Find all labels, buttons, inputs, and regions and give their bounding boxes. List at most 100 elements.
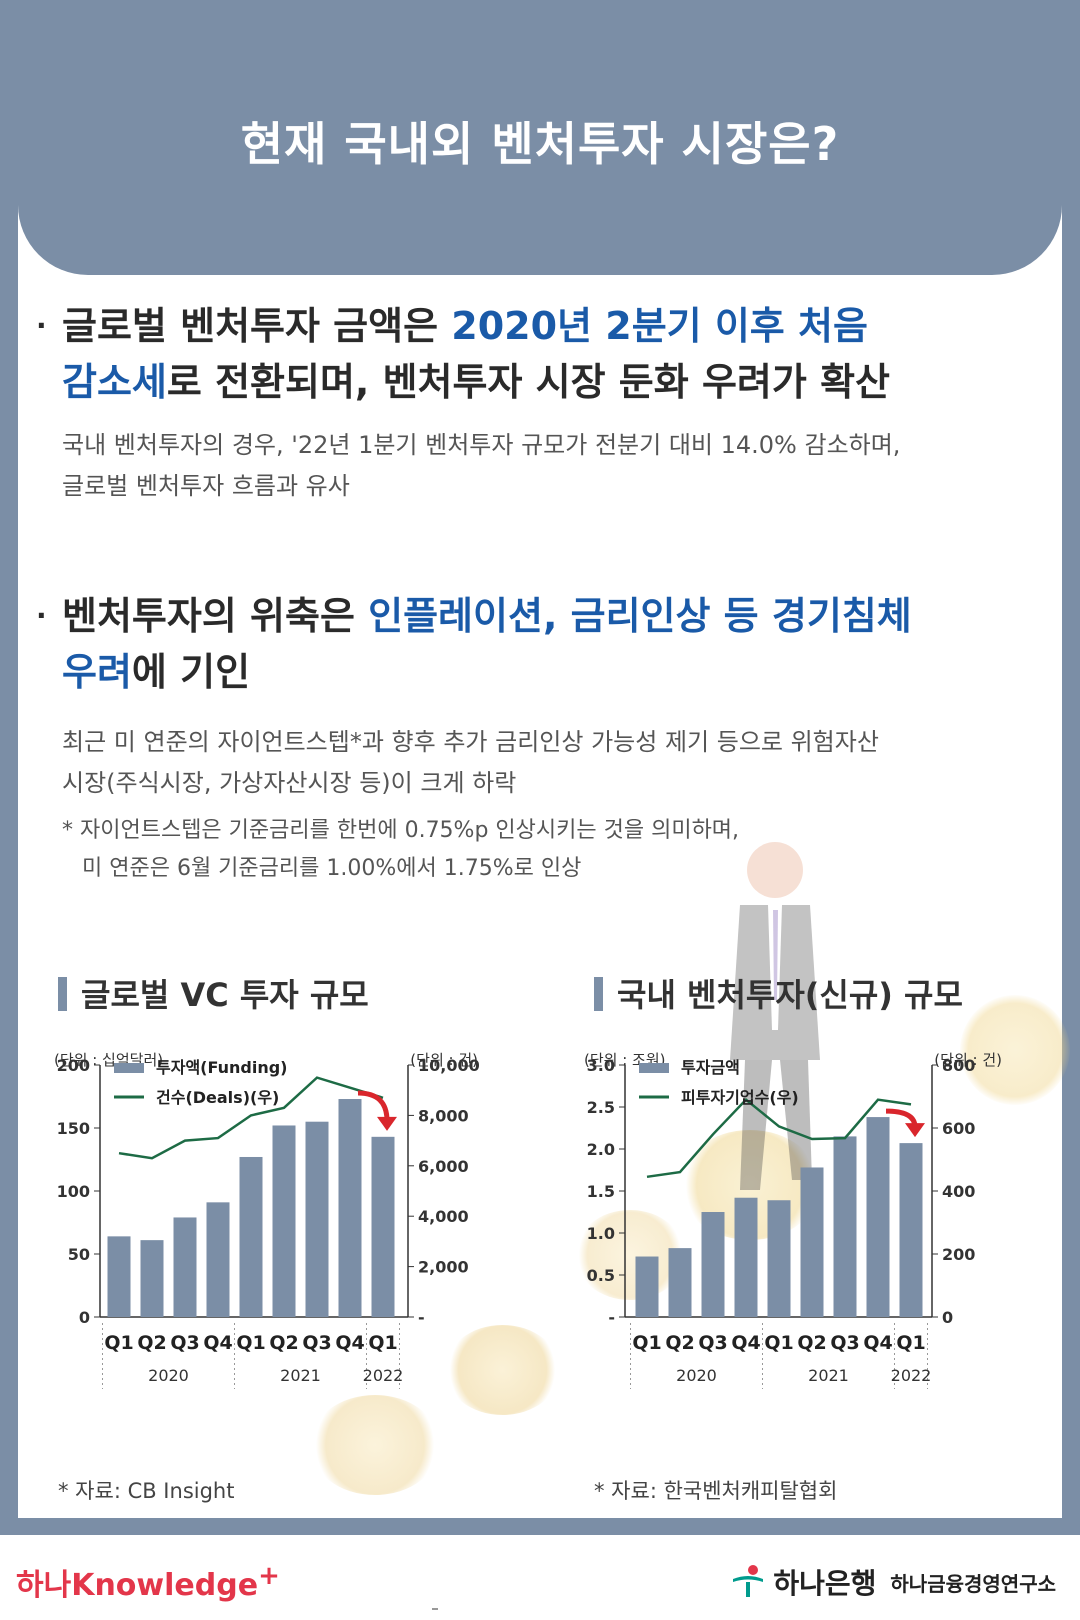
- x-tick-label: Q3: [302, 1332, 331, 1354]
- bank-name: 하나은행: [773, 1567, 877, 1600]
- x-tick-label: Q2: [269, 1332, 298, 1354]
- x-tick-label: Q2: [137, 1332, 166, 1354]
- right-tick-label: 600: [942, 1119, 975, 1138]
- bar: [371, 1136, 395, 1317]
- body-line: 시장(주식시장, 가상자산시장 등)이 크게 하락: [62, 769, 517, 797]
- section2-heading: · 벤처투자의 위축은 인플레이션, 금리인상 등 경기침체 우려에 기인: [36, 588, 1046, 700]
- section2-body: 최근 미 연준의 자이언트스텝*과 향후 추가 금리인상 가능성 제기 등으로 …: [62, 722, 1052, 804]
- legend-label: 건수(Deals)(우): [156, 1088, 279, 1107]
- left-tick-label: 50: [68, 1245, 90, 1264]
- left-tick-label: 150: [57, 1119, 90, 1138]
- logo-text: 하나Knowledge: [16, 1568, 259, 1603]
- x-tick-label: Q1: [104, 1332, 133, 1354]
- left-tick-label: -: [608, 1308, 615, 1327]
- left-tick-label: 200: [57, 1056, 90, 1075]
- right-tick-label: 10,000: [418, 1056, 480, 1075]
- bar: [206, 1202, 230, 1317]
- year-label: 2020: [676, 1366, 717, 1385]
- right-tick-label: 2,000: [418, 1258, 469, 1277]
- note-line: * 자이언트스텝은 기준금리를 한번에 0.75%p 인상시키는 것을 의미하며…: [62, 818, 740, 843]
- year-label: 2021: [280, 1366, 321, 1385]
- coin-decoration: [445, 1325, 560, 1415]
- x-tick-label: Q1: [896, 1332, 925, 1354]
- coin-decoration: [960, 995, 1070, 1105]
- chart-title-global: 글로벌 VC 투자 규모: [58, 970, 369, 1016]
- left-tick-label: 0: [79, 1308, 90, 1327]
- x-tick-label: Q2: [665, 1332, 694, 1354]
- left-tick-label: 100: [57, 1182, 90, 1201]
- footer-brands: 하나은행 하나금융경영연구소: [729, 1562, 1056, 1602]
- heading-highlight: 2020년 2분기 이후 처음: [451, 304, 868, 348]
- x-tick-label: Q3: [830, 1332, 859, 1354]
- bar: [701, 1212, 725, 1317]
- right-tick-label: 8,000: [418, 1106, 469, 1125]
- right-tick-label: 4,000: [418, 1207, 469, 1226]
- chart-title-domestic: 국내 벤처투자(신규) 규모: [594, 970, 963, 1016]
- x-tick-label: Q1: [764, 1332, 793, 1354]
- note-line: 미 연준은 6월 기준금리를 1.00%에서 1.75%로 인상: [82, 856, 582, 881]
- logo-plus: +: [258, 1561, 280, 1591]
- heading-highlight: 우려: [62, 650, 132, 694]
- bar: [668, 1248, 692, 1317]
- legend-label: 피투자기업수(우): [681, 1088, 799, 1107]
- right-tick-label: 200: [942, 1245, 975, 1264]
- right-tick-label: 0: [942, 1308, 953, 1327]
- body-line: 국내 벤처투자의 경우, '22년 1분기 벤처투자 규모가 전분기 대비 14…: [62, 431, 901, 459]
- chart-source-global: * 자료: CB Insight: [58, 1479, 235, 1503]
- bar: [173, 1217, 197, 1317]
- left-tick-label: 0.5: [587, 1266, 615, 1285]
- hana-bank-logo: 하나은행: [729, 1562, 876, 1602]
- chart-title-text: 글로벌 VC 투자 규모: [81, 976, 369, 1014]
- x-tick-label: Q4: [203, 1332, 232, 1354]
- bar: [866, 1117, 890, 1317]
- hana-knowledge-logo: 하나Knowledge+: [16, 1560, 280, 1604]
- section1-heading: · 글로벌 벤처투자 금액은 2020년 2분기 이후 처음 감소세로 전환되며…: [36, 298, 1046, 410]
- title-banner: [18, 100, 1062, 275]
- left-tick-label: 2.0: [587, 1140, 615, 1159]
- heading-text: 에 기인: [131, 650, 251, 694]
- bar: [635, 1256, 659, 1317]
- year-label: 2022: [363, 1366, 404, 1385]
- chart-source-domestic: * 자료: 한국벤처캐피탈협회: [594, 1479, 838, 1503]
- x-tick-label: Q3: [170, 1332, 199, 1354]
- institute-name: 하나금융경영연구소: [890, 1571, 1056, 1596]
- x-tick-label: Q4: [863, 1332, 892, 1354]
- left-tick-label: 2.5: [587, 1098, 615, 1117]
- left-tick-label: 1.5: [587, 1182, 615, 1201]
- walking-businessman-illustration: [730, 842, 820, 1190]
- bullet-dot: ·: [36, 309, 47, 342]
- x-tick-label: Q4: [335, 1332, 364, 1354]
- heading-highlight: 감소세: [62, 360, 167, 404]
- section1-body: 국내 벤처투자의 경우, '22년 1분기 벤처투자 규모가 전분기 대비 14…: [62, 425, 1052, 507]
- hana-bank-emblem-icon: [733, 1565, 764, 1597]
- chart-title-text: 국내 벤처투자(신규) 규모: [617, 976, 963, 1014]
- heading-highlight: 인플레이션, 금리인상 등 경기침체: [368, 594, 912, 638]
- bar: [239, 1156, 263, 1317]
- bar: [800, 1167, 824, 1317]
- series-line: [118, 1076, 384, 1160]
- bar: [767, 1200, 791, 1317]
- x-tick-label: Q4: [731, 1332, 760, 1354]
- domestic-vc-chart: (단위 : 조원) (단위 : 건)-0.51.01.52.02.53.00200…: [584, 1051, 1002, 1389]
- bar: [833, 1136, 857, 1317]
- bar: [899, 1143, 923, 1317]
- right-tick-label: 400: [942, 1182, 975, 1201]
- x-tick-label: Q1: [368, 1332, 397, 1354]
- bar: [305, 1121, 329, 1317]
- legend-label: 투자액(Funding): [156, 1058, 287, 1077]
- right-tick-label: 800: [942, 1056, 975, 1075]
- page-title: 현재 국내외 벤처투자 시장은?: [240, 117, 840, 171]
- coin-decoration: [575, 1210, 685, 1300]
- year-label: 2020: [148, 1366, 189, 1385]
- page-dash: [432, 1608, 438, 1610]
- body-line: 글로벌 벤처투자 흐름과 유사: [62, 472, 350, 500]
- right-tick-label: -: [418, 1308, 425, 1327]
- right-axis-unit: (단위 : 건): [410, 1051, 478, 1069]
- body-line: 최근 미 연준의 자이언트스텝*과 향후 추가 금리인상 가능성 제기 등으로 …: [62, 728, 879, 756]
- footnote: * 자이언트스텝은 기준금리를 한번에 0.75%p 인상시키는 것을 의미하며…: [62, 812, 1052, 888]
- right-axis-unit: (단위 : 건): [934, 1051, 1002, 1069]
- heading-text: 벤처투자의 위축은: [62, 594, 369, 638]
- legend-label: 투자금액: [681, 1058, 740, 1077]
- global-vc-chart: (단위 : 십억달러) (단위 : 건)050100150200-2,0004,0…: [54, 1051, 480, 1389]
- x-tick-label: Q1: [236, 1332, 265, 1354]
